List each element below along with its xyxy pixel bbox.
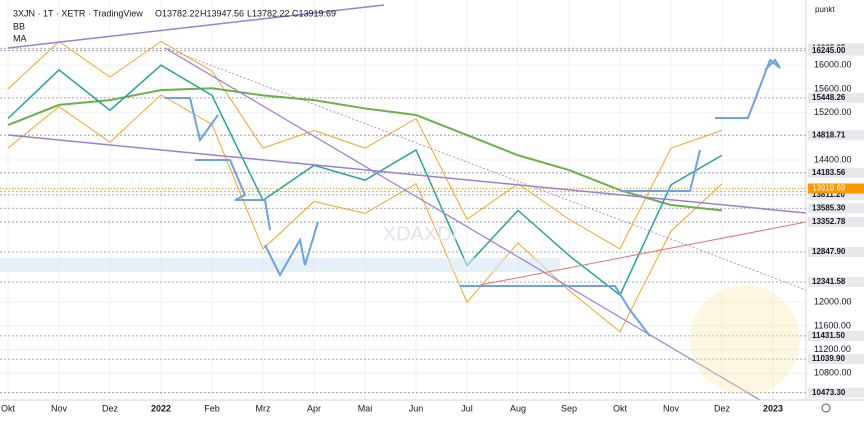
arrow [460, 285, 651, 337]
ohlc-open: O13782.22 [155, 8, 200, 18]
trend-line [7, 4, 385, 49]
level-label-box [808, 246, 864, 257]
price-line [7, 64, 723, 297]
x-tick-label: Okt [613, 403, 628, 413]
x-tick-label: Jul [461, 403, 473, 413]
level-label: 14183.56 [812, 168, 846, 177]
level-label-box [808, 330, 864, 341]
x-tick-label: Mai [358, 403, 373, 413]
level-label: 13352.78 [812, 217, 846, 226]
trend-line [164, 47, 761, 401]
y-tick-label: 11200.00 [814, 344, 851, 354]
indicator: BB [13, 21, 25, 31]
x-tick-label: Nov [663, 403, 680, 413]
ohlc-high: H13947.56 [200, 8, 244, 18]
arrow [195, 159, 271, 231]
level-label: 14818.71 [812, 130, 846, 139]
x-tick-label: 2022 [151, 403, 171, 413]
arrow [165, 97, 219, 143]
level-label: 13585.30 [812, 203, 846, 212]
series-line-lower [7, 94, 723, 333]
x-tick-label: Nov [51, 403, 68, 413]
x-tick-label: Aug [510, 403, 526, 413]
y-tick-label: 11600.00 [814, 320, 851, 330]
last-price-box [808, 183, 864, 194]
level-label-box [808, 203, 864, 214]
level-label-box [808, 167, 864, 178]
zone [0, 258, 560, 272]
level-label-box [808, 387, 864, 398]
x-tick-label: Sep [561, 403, 577, 413]
drawings [0, 4, 807, 401]
x-tick-label: Jun [409, 403, 424, 413]
indicator: MA [13, 33, 27, 43]
y-tick-label: 16000.00 [814, 60, 852, 70]
y-tick-label: 15600.00 [814, 83, 852, 93]
level-label: 13811.20 [812, 190, 845, 199]
watermark: XDAXDI [383, 223, 457, 245]
level-label-box [808, 45, 864, 56]
last-price-label: 13919.69 [812, 184, 846, 193]
level-label-box [808, 130, 864, 141]
x-tick-label: Dez [714, 403, 731, 413]
y-tick-label: 15200.00 [814, 107, 852, 117]
settings-icon[interactable] [821, 403, 831, 413]
level-label-box [808, 354, 864, 365]
logo [690, 285, 800, 395]
symbol: 3XJN · 1T · XETR · TradingView [13, 8, 143, 18]
level-label: 12847.90 [812, 247, 846, 256]
level-label: 16245.00 [812, 46, 846, 55]
x-tick-label: Feb [204, 403, 220, 413]
x-tick-label: Okt [1, 403, 16, 413]
x-tick-label: 2023 [763, 403, 783, 413]
arrow [620, 149, 701, 192]
arrow [264, 221, 319, 278]
level-label-box [808, 92, 864, 103]
level-label-box [808, 217, 864, 228]
level-label: 11039.90 [812, 354, 845, 363]
level-label: 15448.26 [812, 93, 846, 102]
x-tick-label: Apr [307, 403, 321, 413]
axis-unit: punkt [815, 5, 835, 14]
level-label: 12341.58 [812, 277, 846, 286]
y-tick-label: 14400.00 [814, 154, 852, 164]
series-line [7, 40, 723, 250]
x-tick-label: Dez [102, 403, 119, 413]
level-label: 10473.30 [812, 388, 846, 397]
y-tick-label: 10800.00 [814, 368, 852, 378]
x-tick-label: Mrz [256, 403, 271, 413]
level-label: 11431.50 [812, 331, 845, 340]
level-label-box [808, 276, 864, 287]
trend-line [479, 221, 807, 286]
ohlc-low: L13782.22 [247, 8, 290, 18]
arrow [715, 58, 781, 119]
series-line [7, 87, 723, 212]
level-label-box [808, 189, 864, 200]
trend-line [7, 134, 807, 214]
y-tick-label: 12000.00 [814, 297, 852, 307]
ohlc-close: C13919.69 [292, 8, 336, 18]
